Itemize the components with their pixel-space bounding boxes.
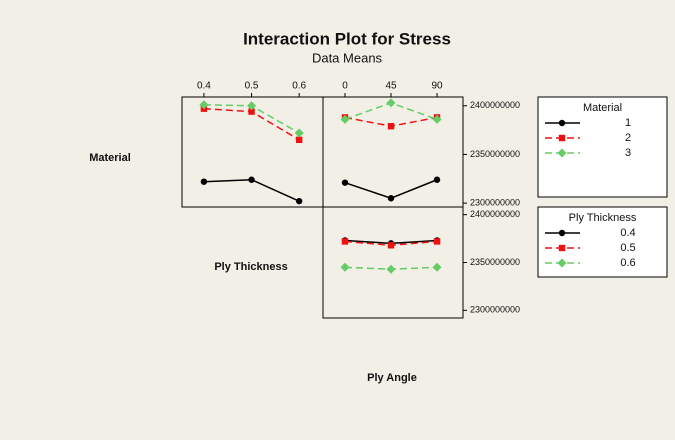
legend-title: Ply Thickness <box>569 212 637 224</box>
factor-label: Material <box>89 152 131 164</box>
x-tick-label: 0.4 <box>197 81 211 92</box>
marker <box>558 119 566 127</box>
y-tick-label: 2300000000 <box>470 197 520 207</box>
marker <box>433 176 441 183</box>
legend-title: Material <box>583 102 622 114</box>
y-tick-label: 2400000000 <box>470 209 520 219</box>
marker <box>341 179 349 186</box>
y-tick-label: 2300000000 <box>470 305 520 315</box>
legend-label: 2 <box>625 132 631 144</box>
x-tick-label: 0.6 <box>292 81 306 92</box>
x-tick-label: 45 <box>385 81 397 92</box>
marker <box>340 262 350 272</box>
marker <box>199 100 209 110</box>
legend-box <box>537 96 668 198</box>
marker <box>558 134 566 142</box>
y-tick-label: 2350000000 <box>470 257 520 267</box>
marker <box>387 123 395 130</box>
legend-label: 0.4 <box>620 227 635 239</box>
marker <box>558 229 566 237</box>
marker <box>295 197 303 205</box>
marker <box>294 128 304 138</box>
marker <box>558 244 566 252</box>
marker <box>248 176 255 183</box>
marker <box>387 242 395 249</box>
legend-label: 3 <box>625 147 631 159</box>
marker <box>387 195 395 202</box>
legend-label: 0.5 <box>620 242 635 254</box>
chart-title: Interaction Plot for Stress <box>243 29 451 48</box>
marker <box>557 148 567 158</box>
marker <box>557 258 567 268</box>
marker <box>432 262 442 272</box>
y-tick-label: 2400000000 <box>470 100 520 110</box>
x-tick-label: 0.5 <box>245 81 259 92</box>
factor-label: Ply Thickness <box>214 261 287 273</box>
marker <box>386 98 396 108</box>
marker <box>200 178 208 185</box>
marker <box>248 108 255 115</box>
marker <box>432 114 442 124</box>
x-tick-label: 0 <box>342 81 348 92</box>
marker <box>386 264 396 274</box>
marker <box>340 114 350 124</box>
marker <box>295 136 303 144</box>
marker <box>341 238 349 245</box>
legend-label: 1 <box>625 117 631 129</box>
marker <box>247 101 257 111</box>
y-tick-label: 2350000000 <box>470 149 520 159</box>
factor-label: Ply Angle <box>367 372 417 384</box>
marker <box>433 238 441 245</box>
legend-box <box>537 206 668 278</box>
chart-subtitle: Data Means <box>312 50 383 65</box>
x-tick-label: 90 <box>431 81 443 92</box>
legend-label: 0.6 <box>620 257 635 269</box>
